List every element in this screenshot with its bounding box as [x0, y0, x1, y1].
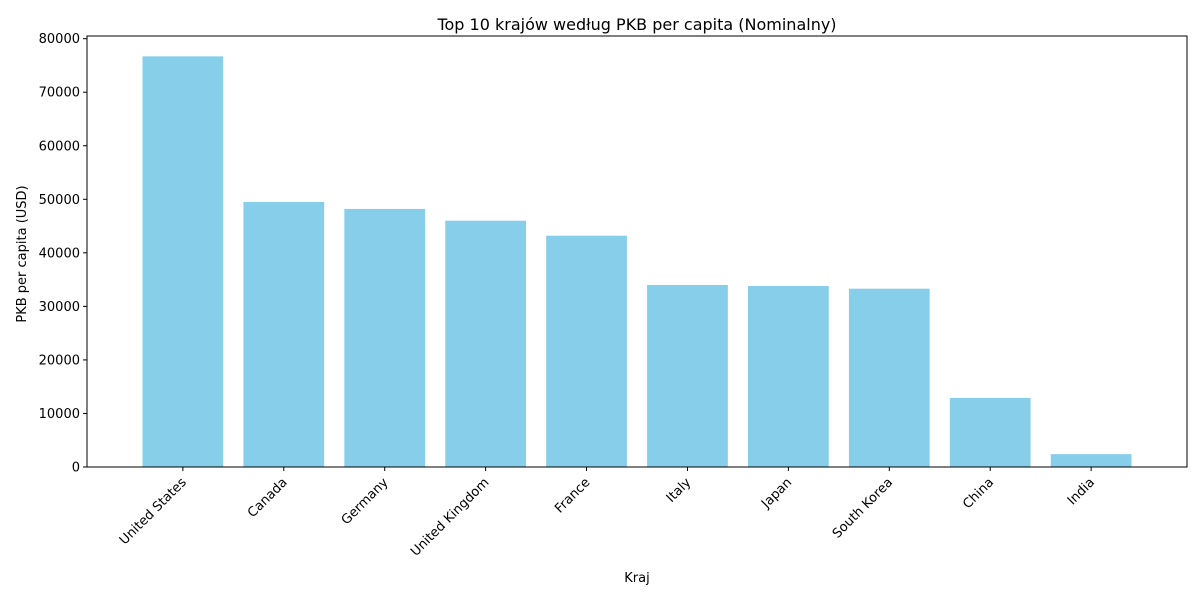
- y-axis-ticks: 0 10000 20000 30000 40000 50000 60000 70000 8000…: [39, 32, 87, 476]
- x-axis-label: Kraj: [624, 571, 649, 586]
- x-tick-label: Germany: [339, 475, 392, 528]
- bar-france: [546, 235, 627, 467]
- y-tick-label: 20000: [39, 353, 80, 368]
- bar-united-states: [142, 56, 224, 467]
- y-tick-label: 0: [72, 461, 80, 476]
- bar-italy: [647, 284, 728, 467]
- x-tick-label: Japan: [758, 475, 795, 512]
- y-axis-label: PKB per capita (USD): [15, 185, 30, 322]
- bar-india: [1050, 454, 1132, 467]
- x-tick-label: Canada: [245, 475, 291, 521]
- x-axis-ticks: United States Canada Germany United Kingdom…: [117, 467, 1098, 560]
- y-tick-label: 50000: [39, 193, 80, 208]
- y-tick-label: 60000: [39, 139, 80, 154]
- bar-china: [949, 397, 1031, 467]
- x-tick-label: South Korea: [830, 475, 896, 541]
- bar-canada: [243, 201, 325, 468]
- y-tick-label: 70000: [39, 86, 80, 101]
- y-tick-label: 40000: [39, 246, 80, 261]
- bars-group: [142, 56, 1132, 468]
- x-tick-label: India: [1065, 475, 1098, 508]
- y-tick-label: 10000: [39, 407, 80, 422]
- bar-south-korea: [848, 288, 930, 467]
- chart-title: Top 10 krajów według PKB per capita (Nom…: [436, 15, 836, 34]
- bar-japan: [748, 286, 829, 467]
- x-tick-label: Italy: [664, 475, 695, 506]
- bar-united-kingdom: [445, 220, 526, 467]
- y-tick-label: 80000: [39, 32, 80, 47]
- plot-frame: [86, 35, 1188, 468]
- x-tick-label: France: [552, 475, 593, 516]
- axes-frame: [86, 35, 1188, 468]
- y-tick-label: 30000: [39, 300, 80, 315]
- x-tick-label: China: [960, 475, 997, 512]
- x-tick-label: United Kingdom: [408, 475, 492, 559]
- bar-germany: [344, 208, 426, 467]
- x-tick-label: United States: [117, 475, 190, 548]
